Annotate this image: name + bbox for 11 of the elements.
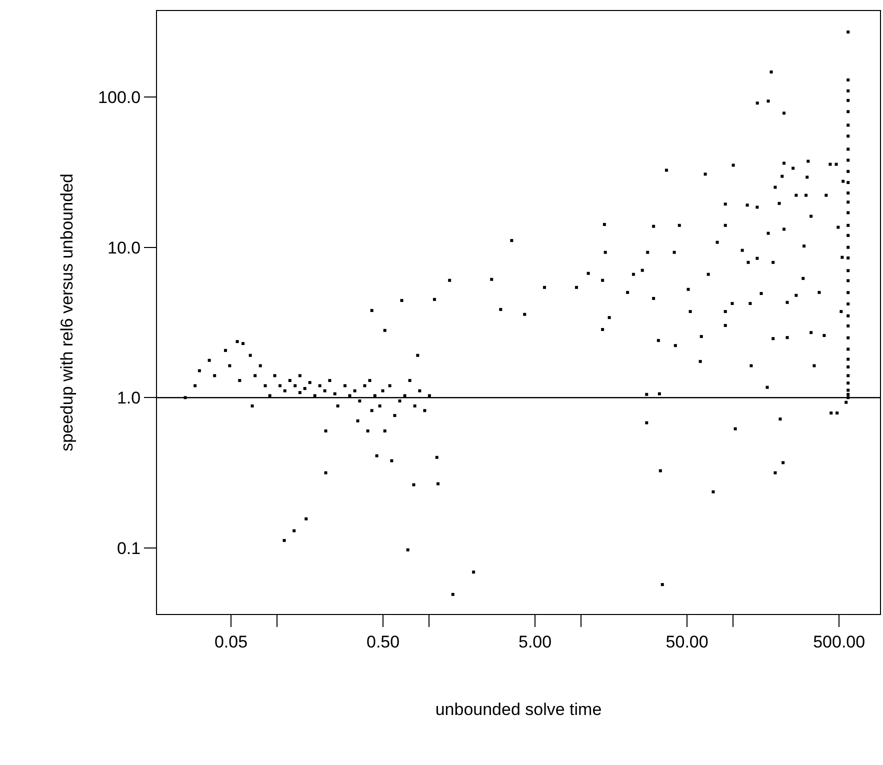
y-tick-label: 10.0 — [108, 238, 141, 258]
y-tick-label: 1.0 — [116, 388, 141, 408]
x-tick-label: 500.00 — [813, 632, 866, 652]
x-tick-label: 50.00 — [666, 632, 708, 652]
x-tick-label: 5.00 — [518, 632, 552, 652]
y-tick-label: 100.0 — [98, 88, 141, 108]
y-axis-title: speedup with rel6 versus unbounded — [58, 174, 77, 452]
x-tick-label: 0.50 — [366, 632, 400, 652]
y-tick-label: 0.1 — [116, 538, 141, 558]
x-axis-title: unbounded solve time — [435, 700, 602, 719]
x-tick-label: 0.05 — [214, 632, 248, 652]
